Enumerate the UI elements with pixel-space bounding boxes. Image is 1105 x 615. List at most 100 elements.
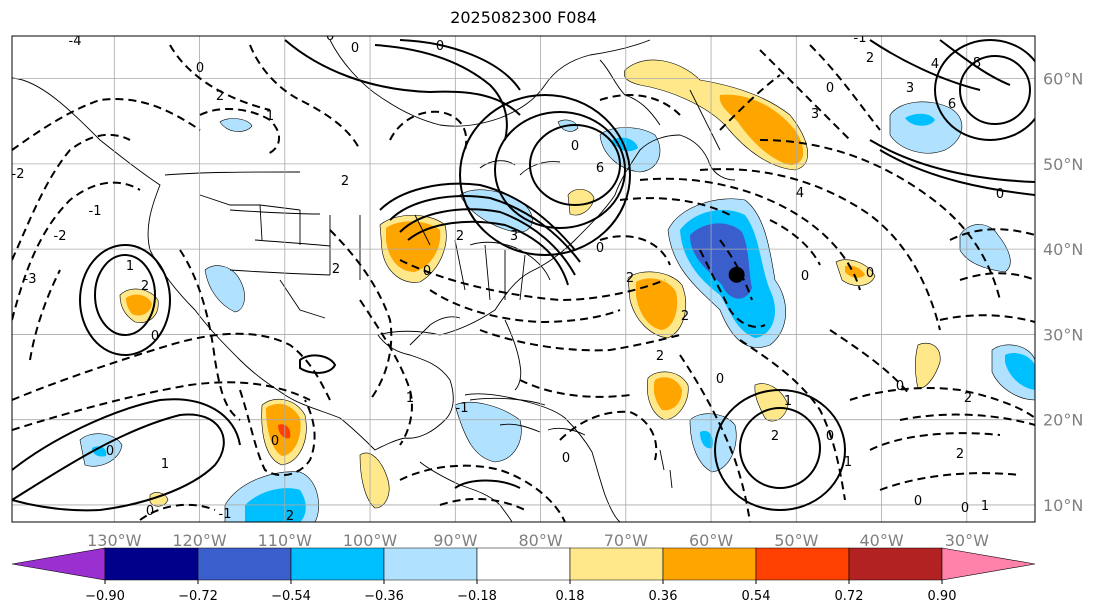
- contour-label: 0: [826, 81, 834, 96]
- lat-label: 50°N: [1043, 155, 1083, 174]
- colorbar-segment: [476, 547, 571, 581]
- contour-label: 1: [266, 109, 274, 124]
- colorbar-label: 0.72: [835, 589, 864, 604]
- lon-label: 40°W: [859, 531, 903, 550]
- contour-label: 3: [811, 107, 819, 122]
- colorbar-segment: [848, 547, 943, 581]
- lat-label: 30°N: [1043, 325, 1083, 344]
- contour-label: 2: [141, 279, 149, 294]
- lon-label: 30°W: [945, 531, 989, 550]
- contour-label: 2: [332, 262, 340, 277]
- lat-label: 60°N: [1043, 70, 1083, 89]
- contour-label: 2: [456, 229, 464, 244]
- contour-label: 6: [326, 29, 334, 44]
- contour-label: 3: [906, 81, 914, 96]
- contour-label: 2: [866, 51, 874, 66]
- negative-anomaly-shading: [79, 101, 1035, 522]
- lat-label: 10°N: [1043, 496, 1083, 515]
- lon-label: 130°W: [87, 531, 142, 550]
- contour-label: 0: [271, 434, 279, 449]
- colorbar-segment: [104, 547, 199, 581]
- colorbar-segment: [197, 547, 292, 581]
- contour-label: 2: [681, 309, 689, 324]
- lat-label: 40°N: [1043, 240, 1083, 259]
- contour-label: 2: [964, 391, 972, 406]
- lon-label: 80°W: [518, 531, 562, 550]
- contour-label: 6: [948, 97, 956, 112]
- contour-label: 2: [771, 429, 779, 444]
- contour-label: 2: [341, 174, 349, 189]
- lon-label: 90°W: [433, 531, 477, 550]
- contour-label: 2: [626, 271, 634, 286]
- contour-label: 0: [801, 269, 809, 284]
- lat-label: 20°N: [1043, 411, 1083, 430]
- colorbar-label: −0.54: [271, 589, 311, 604]
- contour-label: 0: [146, 504, 154, 519]
- contour-label: -1: [456, 401, 469, 416]
- positive-anomaly-shading: [119, 59, 941, 509]
- colorbar-label: −0.18: [457, 589, 497, 604]
- contour-label: 2: [216, 89, 224, 104]
- contour-label: 0: [423, 264, 431, 279]
- contour-label: 0: [571, 139, 579, 154]
- colorbar: −0.90 −0.72 −0.54 −0.36 −0.18 0.18 0.36 0.54 0.7…: [11, 547, 1036, 604]
- colorbar-segment: [941, 547, 1036, 581]
- colorbar-label: 0.18: [556, 589, 585, 604]
- colorbar-label: 0.54: [742, 589, 771, 604]
- contour-label: 0: [716, 372, 724, 387]
- contour-label: 1: [844, 455, 852, 470]
- lon-label: 120°W: [172, 531, 227, 550]
- contour-label: -2: [54, 229, 67, 244]
- contour-label: -2: [12, 167, 25, 182]
- colorbar-segment: [755, 547, 850, 581]
- colorbar-segment: [383, 547, 478, 581]
- contour-label: 4: [796, 186, 804, 201]
- dashed-contours: [12, 44, 1035, 522]
- contour-label: -3: [24, 272, 37, 287]
- contour-label: 1: [981, 499, 989, 514]
- contour-label: 0: [961, 501, 969, 516]
- contour-label: 1: [126, 259, 134, 274]
- contour-label: 1: [406, 391, 414, 406]
- contour-label: 2: [956, 447, 964, 462]
- contour-label: -1: [854, 31, 867, 46]
- storm-center-marker: [728, 266, 745, 283]
- colorbar-segment: [569, 547, 664, 581]
- contour-label: 0: [436, 39, 444, 54]
- contour-label: 6: [596, 161, 604, 176]
- contour-label: 0: [196, 61, 204, 76]
- lon-label: 70°W: [604, 531, 648, 550]
- colorbar-segment: [11, 547, 106, 581]
- colorbar-label: −0.72: [178, 589, 218, 604]
- lon-label: 100°W: [343, 531, 398, 550]
- contour-label: 0: [106, 444, 114, 459]
- contour-label: 1: [784, 394, 792, 409]
- colorbar-segment: [662, 547, 757, 581]
- contour-label: 0: [996, 187, 1004, 202]
- latitude-labels: 60°N 50°N 40°N 30°N 20°N 10°N: [1043, 70, 1083, 515]
- contour-label: 0: [826, 429, 834, 444]
- map-title: 2025082300 F084: [450, 8, 597, 27]
- contour-label: 0: [914, 494, 922, 509]
- contour-label: 3: [510, 229, 518, 244]
- colorbar-label: −0.90: [85, 589, 125, 604]
- map-border: [11, 35, 1036, 523]
- colorbar-label: 0.36: [649, 589, 678, 604]
- lon-label: 110°W: [258, 531, 313, 550]
- contour-label: -1: [219, 507, 232, 522]
- colorbar-segment: [290, 547, 385, 581]
- solid-contours: [12, 39, 1035, 512]
- contour-label: 2: [656, 349, 664, 364]
- contour-label: 8: [973, 56, 981, 71]
- contour-label: 0: [562, 451, 570, 466]
- contour-label: -4: [69, 34, 82, 49]
- contour-label: 0: [866, 266, 874, 281]
- colorbar-label: −0.36: [364, 589, 404, 604]
- lon-label: 50°W: [774, 531, 818, 550]
- contour-label: -1: [89, 204, 102, 219]
- contour-label: 1: [161, 457, 169, 472]
- colorbar-label: 0.90: [928, 589, 957, 604]
- contour-label: 0: [896, 379, 904, 394]
- contour-label: 2: [286, 509, 294, 524]
